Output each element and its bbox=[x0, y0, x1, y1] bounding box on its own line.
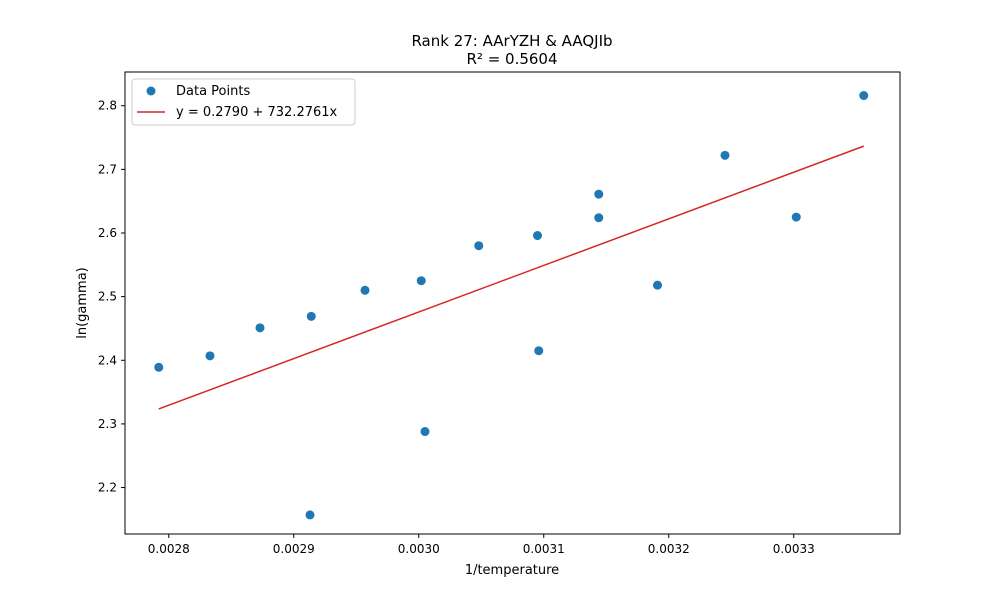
data-point-13 bbox=[594, 213, 604, 223]
x-tick-label: 0.0029 bbox=[273, 542, 315, 556]
x-tick-label: 0.0031 bbox=[523, 542, 565, 556]
data-point-15 bbox=[720, 150, 730, 160]
x-axis-label: 1/temperature bbox=[465, 563, 559, 578]
data-point-14 bbox=[653, 280, 662, 290]
legend: Data Points y = 0.2790 + 732.2761x bbox=[131, 78, 356, 126]
y-tick-label: 2.3 bbox=[98, 417, 117, 431]
data-point-7 bbox=[416, 276, 426, 286]
x-tick-label: 0.0033 bbox=[773, 542, 815, 556]
y-tick-label: 2.6 bbox=[98, 226, 117, 240]
data-point-16 bbox=[791, 212, 801, 222]
data-point-4 bbox=[306, 311, 316, 321]
data-point-17 bbox=[859, 91, 869, 101]
y-axis-label: ln(gamma) bbox=[75, 267, 90, 339]
data-point-1 bbox=[154, 362, 164, 372]
data-point-11 bbox=[534, 346, 544, 356]
chart-subtitle: R² = 0.5604 bbox=[466, 50, 557, 68]
x-tick-label: 0.0028 bbox=[148, 542, 190, 556]
axis-ticks: 0.0028 0.0029 0.0030 0.0031 0.0032 0.0033 2.2 2… bbox=[98, 99, 815, 556]
data-point-12 bbox=[594, 189, 604, 199]
y-tick-label: 2.5 bbox=[98, 290, 117, 304]
legend-label-fit-line: y = 0.2790 + 732.2761x bbox=[176, 105, 338, 120]
y-tick-label: 2.2 bbox=[98, 481, 117, 495]
x-tick-label: 0.0032 bbox=[648, 542, 690, 556]
chart-title: Rank 27: AArYZH & AAQJIb bbox=[411, 32, 612, 50]
data-point-6 bbox=[360, 285, 370, 295]
y-tick-label: 2.4 bbox=[98, 353, 117, 367]
data-point-10 bbox=[533, 231, 542, 241]
data-point-2 bbox=[205, 351, 215, 361]
legend-label-data-points: Data Points bbox=[176, 84, 250, 99]
data-point-9 bbox=[474, 241, 484, 251]
y-tick-label: 2.7 bbox=[98, 162, 117, 176]
x-tick-label: 0.0030 bbox=[398, 542, 440, 556]
data-point-5 bbox=[305, 510, 315, 520]
fit-line bbox=[158, 145, 865, 410]
y-tick-label: 2.8 bbox=[98, 99, 117, 113]
data-point-3 bbox=[255, 323, 265, 333]
data-point-8 bbox=[420, 427, 430, 437]
legend-marker-data-points bbox=[146, 86, 156, 96]
plot-marks bbox=[154, 91, 869, 520]
legend-box bbox=[131, 78, 356, 126]
plot-frame bbox=[124, 71, 901, 535]
